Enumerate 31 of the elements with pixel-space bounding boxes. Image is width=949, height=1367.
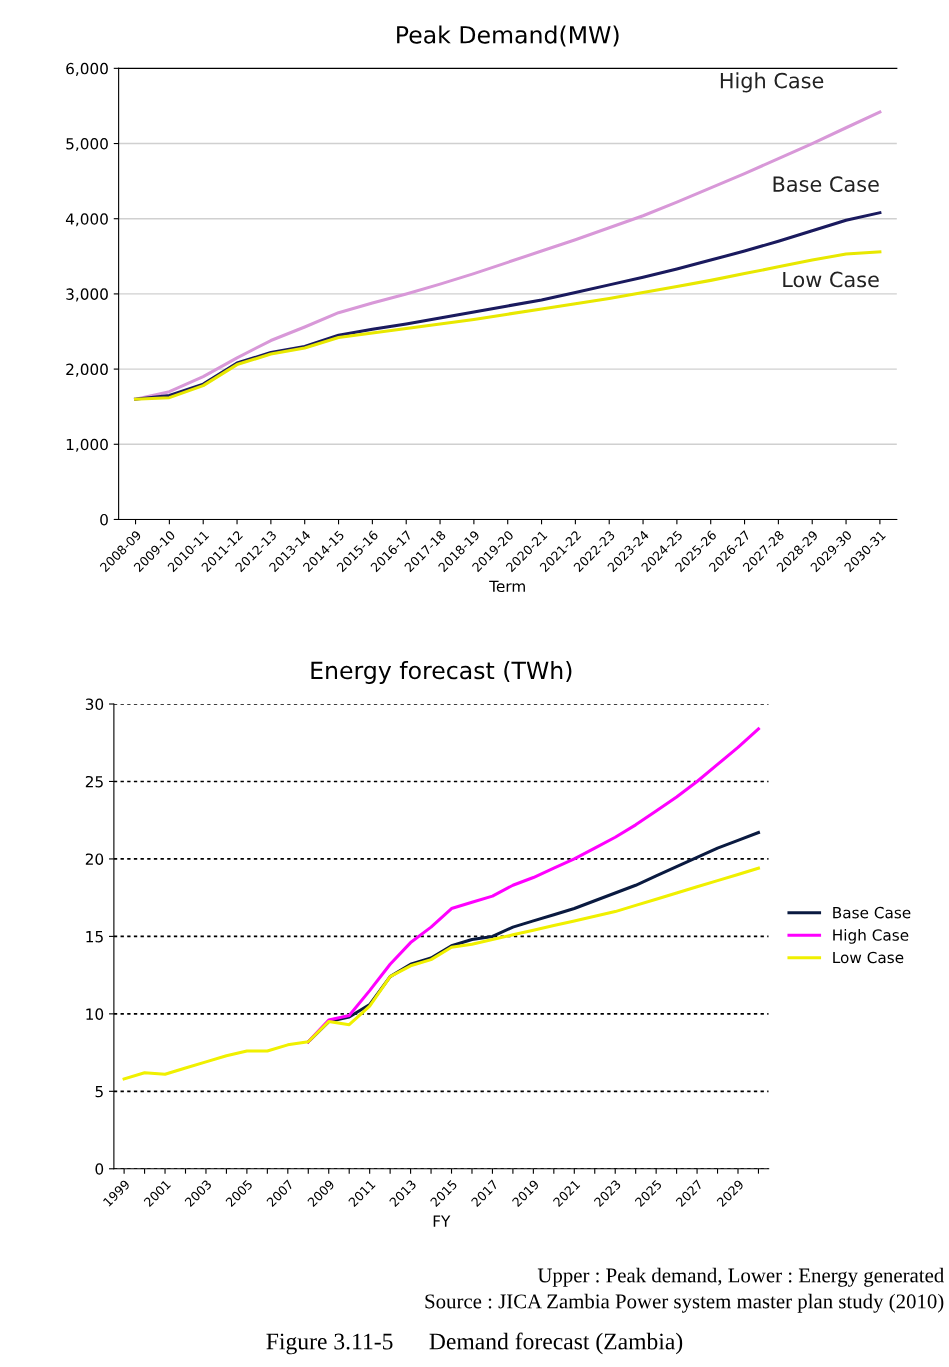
y-tick-label: 15 bbox=[86, 931, 103, 943]
y-tick-label: 5 bbox=[95, 1085, 103, 1098]
y-tick-label: 0 bbox=[95, 1163, 104, 1175]
line-series bbox=[134, 110, 882, 401]
series-label: Low Case bbox=[783, 271, 879, 288]
y-tick-label: 25 bbox=[85, 775, 103, 788]
y-tick-label: 4,000 bbox=[65, 213, 108, 227]
legend-label: High Case bbox=[833, 929, 909, 944]
y-tick-label: 0 bbox=[100, 513, 108, 526]
series-label: Base Case bbox=[773, 176, 879, 192]
y-tick-label: 10 bbox=[86, 1008, 104, 1020]
legend-label: Low Case bbox=[833, 951, 904, 964]
y-tick-label: 30 bbox=[85, 698, 104, 711]
y-tick-label: 3,000 bbox=[66, 288, 108, 302]
line-series bbox=[306, 727, 760, 1044]
y-tick-label: 2,000 bbox=[66, 363, 108, 377]
x-axis-title: FY bbox=[433, 1215, 451, 1227]
y-tick-label: 5,000 bbox=[66, 138, 108, 152]
y-tick-label: 1,000 bbox=[66, 438, 108, 452]
y-tick-label: 6,000 bbox=[66, 62, 108, 76]
line-series bbox=[122, 866, 760, 1081]
legend-label: Base Case bbox=[833, 906, 911, 919]
text: Upper : Peak demand, Lower : Energy generated bbox=[537, 1267, 944, 1287]
chart-title: Energy forecast (TWh) bbox=[311, 661, 572, 684]
y-tick-label: 20 bbox=[85, 853, 104, 865]
series-label: High Case bbox=[720, 72, 824, 93]
x-axis-title: Term bbox=[489, 580, 525, 593]
line-series bbox=[134, 250, 882, 401]
source-note: Source : JICA Zambia Power system master plan study (2010) bbox=[425, 1293, 944, 1313]
caption: Figure 3.11-5 Demand forecast (Zambia) bbox=[266, 1332, 683, 1355]
chart-title: Peak Demand(MW) bbox=[397, 25, 619, 47]
